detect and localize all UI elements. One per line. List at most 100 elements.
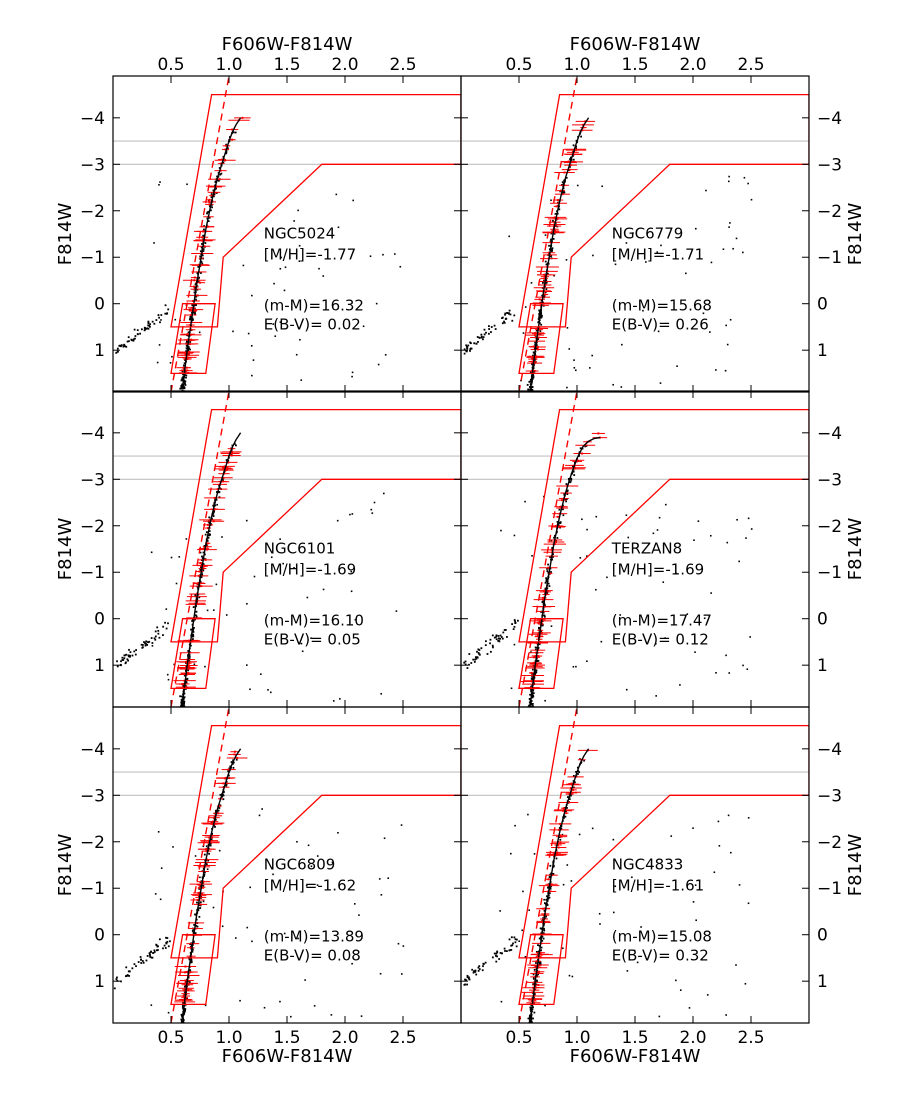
rgb-star (532, 374, 535, 377)
field-star (710, 592, 712, 594)
rgb-star (559, 521, 562, 523)
field-star (508, 235, 510, 238)
selected-star (536, 348, 539, 351)
selected-star (188, 350, 191, 353)
selected-star (573, 466, 576, 469)
rgb-star (198, 596, 201, 599)
x-tick-label: 2.5 (389, 1028, 416, 1048)
rgb-star (572, 158, 575, 161)
rgb-star (203, 553, 206, 556)
field-star (280, 256, 282, 259)
hb-star (491, 644, 494, 647)
hb-star (486, 653, 489, 655)
hb-star (129, 654, 132, 657)
field-stars (115, 131, 402, 392)
selected-star (186, 339, 189, 342)
field-star (550, 539, 553, 542)
hb-star (139, 956, 142, 958)
hb-star (508, 312, 510, 315)
rgb-star (569, 158, 571, 161)
rgb-star (551, 247, 554, 250)
hb-star (155, 944, 158, 947)
hb-star (128, 975, 131, 977)
rgb-star (537, 318, 540, 320)
hb-star (154, 638, 157, 641)
field-star (283, 932, 286, 935)
field-star (530, 651, 532, 653)
selected-star (184, 965, 187, 968)
rgb-star (532, 1006, 534, 1009)
rgb-star (220, 172, 223, 175)
hb-star (501, 316, 504, 319)
selected-star (536, 664, 539, 667)
rgb-star (552, 553, 554, 556)
hb-star (496, 951, 499, 954)
selected-star (204, 558, 207, 561)
rgb-star (532, 977, 535, 980)
hb-star (157, 949, 159, 951)
hb-star (120, 344, 123, 347)
panel-terzan8: TERZAN8 [M/H]=-1.69 (m-M)=17.47E(B-V)= 0.1… (460, 390, 866, 708)
selected-star (222, 476, 225, 479)
field-star (251, 940, 253, 943)
hb-star (503, 321, 506, 324)
rgb-star (208, 533, 211, 535)
rgb-star (187, 669, 190, 672)
hb-star (501, 322, 504, 325)
hb-star (467, 977, 470, 980)
rgb-star (214, 504, 217, 507)
hb-star (133, 963, 136, 966)
selected-star (544, 293, 547, 296)
field-star (725, 1014, 727, 1016)
rgb-star (528, 701, 531, 704)
selected-star (533, 679, 536, 682)
rgb-star (212, 515, 215, 517)
rgb-star (191, 949, 194, 951)
selected-star (539, 619, 542, 622)
hb-star (157, 314, 160, 316)
field-star (732, 247, 734, 250)
hb-star (489, 638, 492, 641)
hb-star (493, 952, 496, 955)
rgb-star (549, 864, 552, 867)
rgb-star (535, 979, 538, 982)
selected-star (530, 671, 533, 674)
rgb-star (546, 895, 548, 898)
rgb-star (218, 807, 221, 809)
rgb-star (192, 628, 195, 631)
cluster-name: NGC5024 (264, 225, 336, 243)
field-star (166, 673, 169, 676)
field-star (380, 693, 382, 695)
hb-star (478, 653, 481, 656)
rgb-star (200, 566, 202, 569)
rgb-star (526, 384, 529, 386)
selected-star (560, 835, 563, 838)
rgb-star (184, 384, 187, 386)
rgb-star (195, 615, 198, 618)
rgb-star (583, 759, 586, 762)
field-star (620, 386, 623, 388)
field-star (729, 222, 731, 224)
field-star (513, 643, 516, 646)
rgb-star (184, 382, 186, 385)
panel-ngc6809: NGC6809 [M/H]=-1.62 (m-M)=13.89E(B-V)= 0.0… (55, 706, 462, 1067)
rgb-star (216, 491, 218, 493)
field-star (566, 327, 569, 329)
field-star (499, 910, 501, 912)
rgb-star (544, 917, 547, 920)
selected-star (548, 890, 551, 893)
rgb-star (202, 238, 205, 241)
selected-star (581, 452, 584, 455)
hb-star (151, 642, 154, 644)
rgb-star (577, 770, 580, 772)
field-star (595, 588, 597, 591)
hb-star (132, 338, 135, 341)
rgb-star (540, 949, 542, 952)
field-star (299, 338, 301, 341)
selected-star (223, 466, 226, 469)
rgb-star (530, 371, 532, 374)
hb-star (155, 319, 158, 321)
field-star (310, 637, 312, 639)
panel-plot-area (113, 707, 461, 1023)
hb-star (499, 637, 502, 640)
